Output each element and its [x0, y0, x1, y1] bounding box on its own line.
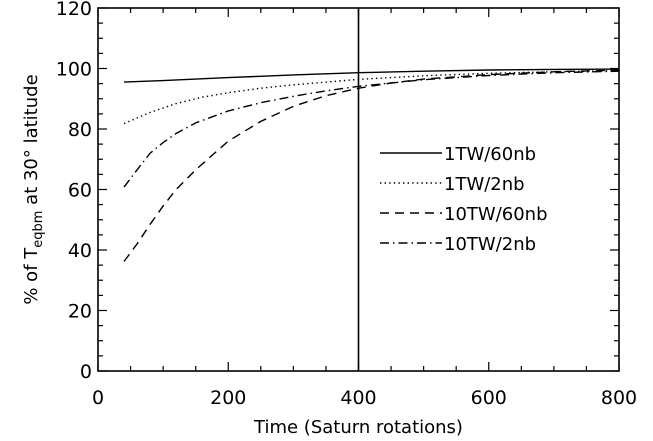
y-tick-label: 80	[68, 119, 92, 141]
y-tick-label: 60	[68, 180, 92, 202]
y-axis-label: % of Teqbm at 30° latitude	[21, 74, 46, 304]
y-axis-label-subscript: eqbm	[31, 211, 46, 248]
y-tick-label: 0	[80, 361, 92, 383]
series-line-3	[123, 69, 620, 262]
x-tick-label: 200	[210, 387, 246, 409]
y-tick-label: 20	[68, 301, 92, 323]
x-tick-label: 600	[471, 387, 507, 409]
series-line-1	[123, 68, 620, 83]
x-axis-label: Time (Saturn rotations)	[253, 417, 463, 438]
y-tick-label: 100	[56, 59, 92, 81]
series-line-4	[123, 70, 620, 188]
plot-frame	[97, 7, 620, 372]
x-tick-labels: 0 200 400 600 800	[92, 387, 637, 409]
legend-label-1: 1TW/60nb	[444, 144, 536, 165]
legend-label-4: 10TW/2nb	[444, 234, 536, 255]
series-line-2	[123, 69, 620, 125]
legend: 1TW/60nb 1TW/2nb 10TW/60nb 10TW/2nb	[380, 144, 548, 255]
y-tick-labels: 0 20 40 60 80 100 120	[56, 0, 92, 383]
y-axis-label-rest: at 30° latitude	[21, 74, 42, 210]
legend-label-2: 1TW/2nb	[444, 174, 525, 195]
y-tick-label: 40	[68, 240, 92, 262]
legend-label-3: 10TW/60nb	[444, 204, 548, 225]
y-tick-label: 120	[56, 0, 92, 20]
plot-series	[123, 68, 620, 262]
x-tick-label: 400	[340, 387, 376, 409]
x-tick-label: 0	[92, 387, 104, 409]
y-axis-label-main: % of T	[21, 247, 42, 305]
x-tick-label: 800	[601, 387, 637, 409]
